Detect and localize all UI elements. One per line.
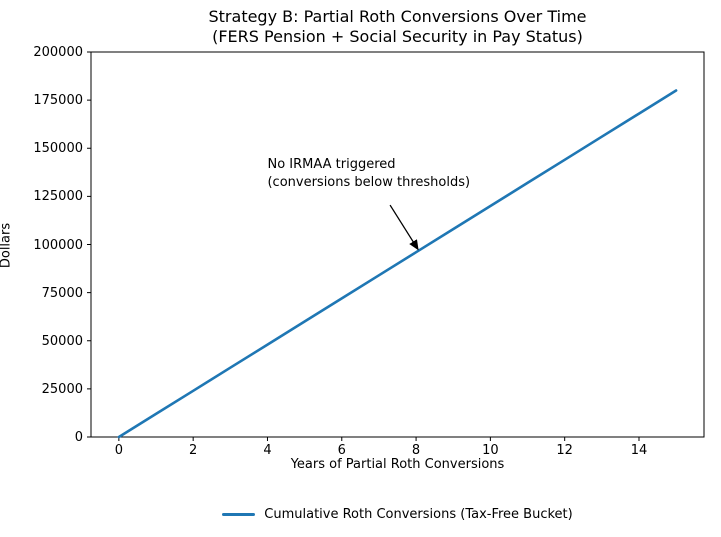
x-tick-label: 2 [189, 443, 198, 458]
x-tick-label: 6 [337, 443, 346, 458]
chart-title-line1: Strategy B: Partial Roth Conversions Ove… [208, 7, 587, 26]
chart-title-line2: (FERS Pension + Social Security in Pay S… [212, 27, 583, 46]
legend: Cumulative Roth Conversions (Tax-Free Bu… [91, 507, 704, 522]
y-tick-label: 200000 [33, 45, 83, 60]
chart-title: Strategy B: Partial Roth Conversions Ove… [91, 7, 704, 47]
y-tick-label: 175000 [33, 93, 83, 109]
y-tick-label: 75000 [41, 285, 83, 301]
x-tick-label: 4 [263, 443, 272, 458]
y-tick-label: 25000 [41, 381, 83, 397]
x-tick-label: 12 [556, 443, 573, 458]
x-tick-label: 10 [482, 443, 499, 458]
y-tick-label: 50000 [41, 333, 83, 349]
annotation-line1: No IRMAA triggered [267, 156, 396, 172]
x-tick-label: 14 [630, 443, 648, 458]
legend-line-swatch [222, 513, 256, 516]
y-tick-label: 150000 [33, 141, 83, 157]
x-tick-label: 0 [114, 443, 123, 458]
y-tick-label: 125000 [33, 189, 83, 205]
y-tick-label: 100000 [33, 237, 83, 253]
x-axis-label: Years of Partial Roth Conversions [290, 457, 505, 472]
annotation-line2: (conversions below thresholds) [267, 174, 471, 190]
legend-label: Cumulative Roth Conversions (Tax-Free Bu… [264, 507, 573, 522]
annotation: No IRMAA triggered (conversions below th… [267, 156, 470, 192]
y-axis-label: Dollars [0, 222, 14, 269]
y-tick-label: 0 [74, 430, 83, 445]
x-tick-label: 8 [411, 443, 421, 458]
